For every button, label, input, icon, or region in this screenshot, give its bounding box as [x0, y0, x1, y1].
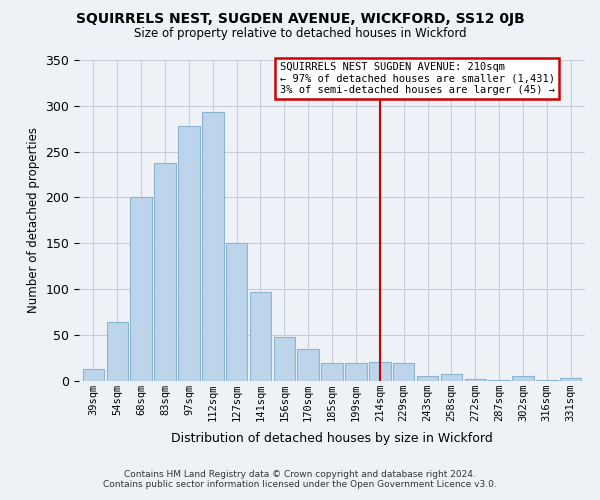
- Bar: [512, 376, 533, 380]
- Bar: [226, 243, 247, 380]
- X-axis label: Distribution of detached houses by size in Wickford: Distribution of detached houses by size …: [171, 432, 493, 445]
- Bar: [250, 292, 271, 380]
- Text: Contains HM Land Registry data © Crown copyright and database right 2024.
Contai: Contains HM Land Registry data © Crown c…: [103, 470, 497, 489]
- Bar: [107, 322, 128, 380]
- Bar: [417, 376, 438, 380]
- Bar: [83, 368, 104, 380]
- Bar: [274, 336, 295, 380]
- Bar: [322, 363, 343, 380]
- Bar: [440, 374, 462, 380]
- Bar: [345, 363, 367, 380]
- Bar: [560, 378, 581, 380]
- Bar: [178, 126, 200, 380]
- Text: SQUIRRELS NEST SUGDEN AVENUE: 210sqm
← 97% of detached houses are smaller (1,431: SQUIRRELS NEST SUGDEN AVENUE: 210sqm ← 9…: [280, 62, 554, 95]
- Bar: [393, 363, 415, 380]
- Bar: [464, 379, 486, 380]
- Text: Size of property relative to detached houses in Wickford: Size of property relative to detached ho…: [134, 28, 466, 40]
- Bar: [130, 198, 152, 380]
- Bar: [369, 362, 391, 380]
- Bar: [202, 112, 224, 380]
- Text: SQUIRRELS NEST, SUGDEN AVENUE, WICKFORD, SS12 0JB: SQUIRRELS NEST, SUGDEN AVENUE, WICKFORD,…: [76, 12, 524, 26]
- Y-axis label: Number of detached properties: Number of detached properties: [27, 128, 40, 314]
- Bar: [298, 348, 319, 380]
- Bar: [154, 162, 176, 380]
